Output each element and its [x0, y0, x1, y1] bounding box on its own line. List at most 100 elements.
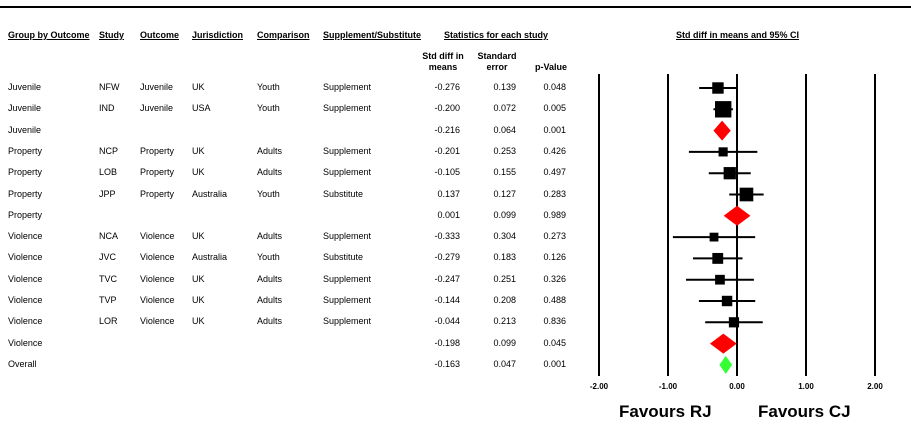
- cell-std-diff: -0.144: [434, 295, 460, 305]
- diamond-property: [723, 205, 751, 226]
- cell-supplement: Supplement: [323, 103, 372, 114]
- cell-group: Juvenile: [8, 124, 42, 135]
- cell-group: Violence: [8, 337, 43, 348]
- cell-std-error: 0.183: [493, 252, 516, 263]
- cell-comparison: Adults: [257, 316, 283, 327]
- cell-std-diff: -0.247: [434, 273, 460, 284]
- cell-comparison: Youth: [257, 252, 280, 263]
- cell-study: IND: [99, 103, 115, 114]
- cell-study: JPP: [99, 188, 116, 199]
- cell-jurisdiction: UK: [192, 167, 205, 178]
- subheader-std-error: Standard error: [477, 51, 517, 72]
- marker-ncp: [718, 147, 728, 157]
- cell-std-error: 0.099: [493, 209, 516, 220]
- cell-std-diff: -0.163: [434, 358, 460, 369]
- top-rule: [0, 6, 911, 8]
- cell-supplement: Substitute: [323, 252, 364, 263]
- cell-jurisdiction: UK: [192, 316, 205, 327]
- header-jurisdiction: Jurisdiction: [192, 30, 244, 40]
- favours-rj-label: Favours RJ: [619, 402, 712, 421]
- cell-outcome: Juvenile: [140, 82, 174, 92]
- cell-outcome: Violence: [140, 252, 175, 263]
- cell-group: Juvenile: [8, 82, 42, 92]
- cell-group: Violence: [8, 316, 43, 327]
- cell-outcome: Property: [140, 167, 175, 178]
- cell-std-error: 0.047: [493, 358, 516, 369]
- cell-p-value: 0.001: [543, 358, 566, 369]
- cell-supplement: Substitute: [323, 188, 364, 199]
- cell-group: Violence: [8, 231, 43, 242]
- cell-study: LOB: [99, 167, 118, 178]
- cell-supplement: Supplement: [323, 273, 372, 284]
- cell-std-diff: -0.105: [434, 167, 460, 178]
- cell-study: NCA: [99, 231, 119, 242]
- cell-comparison: Adults: [257, 231, 283, 242]
- tick-label: -1.00: [659, 382, 678, 391]
- cell-p-value: 0.497: [543, 167, 566, 178]
- header-study: Study: [99, 30, 125, 40]
- subheader-std-diff: Std diff in means: [422, 51, 464, 72]
- cell-comparison: Adults: [257, 167, 283, 178]
- cell-study: JVC: [99, 252, 117, 263]
- cell-p-value: 0.273: [543, 231, 566, 242]
- marker-lob: [723, 167, 736, 180]
- cell-group: Property: [8, 209, 43, 220]
- cell-supplement: Supplement: [323, 316, 372, 327]
- cell-std-diff: -0.198: [434, 337, 460, 348]
- cell-supplement: Supplement: [323, 145, 372, 156]
- cell-std-error: 0.099: [493, 337, 516, 348]
- header-ci: Std diff in means and 95% CI: [676, 30, 800, 40]
- cell-p-value: 0.126: [543, 252, 566, 263]
- cell-std-error: 0.213: [493, 316, 516, 327]
- cell-group: Property: [8, 167, 43, 178]
- cell-p-value: 0.045: [543, 337, 566, 348]
- cell-study: NCP: [99, 145, 119, 156]
- cell-std-diff: -0.044: [434, 316, 460, 327]
- cell-std-diff: -0.279: [434, 252, 460, 263]
- cell-comparison: Adults: [257, 273, 283, 284]
- cell-jurisdiction: Australia: [192, 252, 228, 263]
- cell-group: Property: [8, 188, 43, 199]
- cell-outcome: Violence: [140, 231, 175, 242]
- cell-outcome: Property: [140, 188, 175, 199]
- cell-jurisdiction: UK: [192, 295, 205, 305]
- cell-std-error: 0.304: [493, 231, 516, 242]
- cell-jurisdiction: USA: [192, 103, 211, 114]
- cell-std-error: 0.072: [493, 103, 516, 114]
- cell-p-value: 0.326: [543, 273, 566, 284]
- cell-p-value: 0.488: [543, 295, 566, 305]
- diamond-overall: [719, 355, 733, 374]
- cell-p-value: 0.001: [543, 124, 566, 135]
- cell-std-error: 0.127: [493, 188, 516, 199]
- cell-study: LOR: [99, 316, 118, 327]
- cell-std-diff: -0.216: [434, 124, 460, 135]
- cell-std-diff: 0.137: [437, 188, 460, 199]
- marker-ind: [715, 101, 732, 118]
- marker-jvc: [712, 252, 724, 264]
- cell-group: Overall: [8, 358, 37, 369]
- cell-study: TVC: [99, 273, 117, 284]
- cell-p-value: 0.005: [543, 103, 566, 114]
- cell-group: Violence: [8, 273, 43, 284]
- cell-jurisdiction: Australia: [192, 188, 228, 199]
- cell-study: TVP: [99, 295, 117, 305]
- cell-std-diff: -0.333: [434, 231, 460, 242]
- cell-group: Violence: [8, 252, 43, 263]
- marker-tvc: [715, 274, 725, 285]
- cell-supplement: Supplement: [323, 167, 372, 178]
- subheader-p-value: p-Value: [534, 62, 567, 72]
- cell-supplement: Supplement: [323, 231, 372, 242]
- marker-tvp: [721, 295, 733, 307]
- cell-outcome: Juvenile: [140, 103, 174, 114]
- header-outcome: Outcome: [140, 30, 180, 40]
- cell-comparison: Youth: [257, 103, 280, 114]
- marker-nfw: [712, 82, 724, 94]
- cell-p-value: 0.283: [543, 188, 566, 199]
- header-group-by-outcome: Group by Outcome: [8, 30, 90, 40]
- marker-nca: [709, 232, 719, 242]
- cell-supplement: Supplement: [323, 295, 372, 305]
- cell-std-error: 0.208: [493, 295, 516, 305]
- cell-p-value: 0.989: [543, 209, 566, 220]
- cell-outcome: Violence: [140, 295, 175, 305]
- cell-std-error: 0.064: [493, 124, 516, 135]
